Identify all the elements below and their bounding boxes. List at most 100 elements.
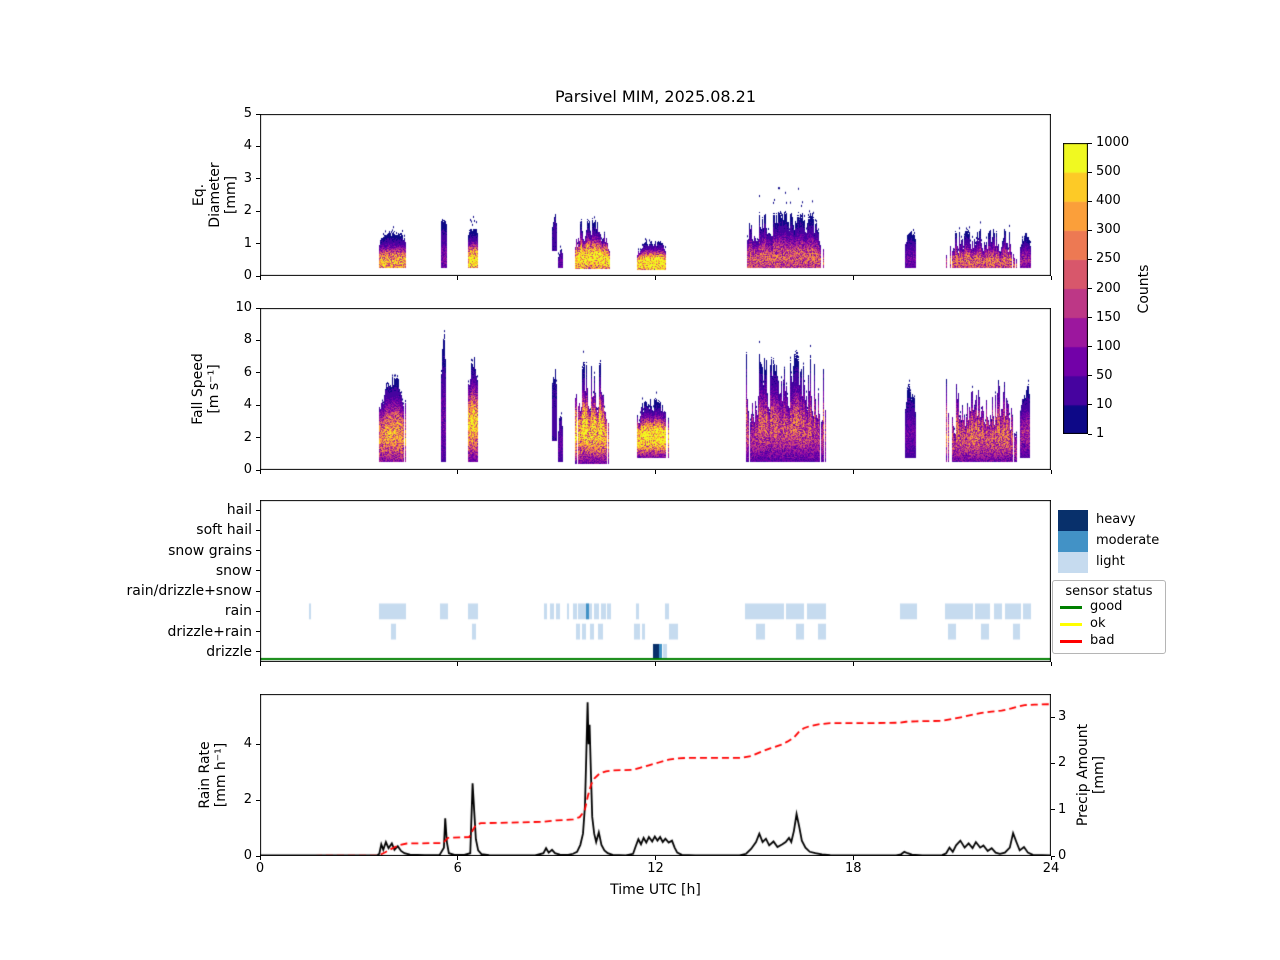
- precip-amount-axis-label: Precip Amount [mm]: [1075, 723, 1107, 827]
- colorbar-tick-mark: [1088, 288, 1092, 289]
- colorbar-tick-mark: [1088, 142, 1092, 144]
- x-tick-label: 0: [255, 861, 265, 876]
- fall-speed-axis-label: Fall Speed [m s⁻¹]: [190, 353, 222, 425]
- x-tick-mark: [457, 856, 459, 860]
- fall-speed-y-tick-label: 4: [243, 397, 252, 413]
- x-tick-mark: [655, 276, 656, 280]
- x-tick-mark: [259, 470, 261, 474]
- intensity-label-heavy: heavy: [1096, 512, 1136, 527]
- rain-rate-y-tick-label: 4: [243, 736, 252, 752]
- colorbar-tick-mark: [1088, 200, 1092, 202]
- fall-speed-y-tick-mark: [256, 339, 260, 341]
- colorbar-tick-label: 300: [1096, 222, 1121, 238]
- colorbar-tick-mark: [1088, 375, 1092, 377]
- eq-diameter-y-tick-label: 0: [243, 268, 252, 283]
- category-label-rain-drizzle-snow: rain/drizzle+snow: [126, 583, 252, 600]
- precip-amount-y-tick-mark: [1051, 855, 1055, 857]
- fall-speed-y-tick-label: 8: [243, 332, 252, 348]
- fall-speed-y-tick-mark: [256, 372, 260, 374]
- x-tick-mark: [457, 470, 459, 474]
- category-label-snow: snow: [215, 562, 252, 579]
- eq-diameter-y-tick-mark: [256, 243, 260, 245]
- eq-diameter-heatmap-panel: [260, 114, 1051, 276]
- x-tick-mark: [457, 276, 459, 280]
- category-tick-mark: [256, 651, 260, 653]
- x-tick-label: 6: [453, 861, 462, 876]
- eq-diameter-y-tick-mark: [256, 178, 260, 180]
- category-label-snow-grains: snow grains: [168, 542, 252, 559]
- colorbar-tick-label: 100: [1096, 338, 1121, 354]
- fall-speed-y-tick-mark: [256, 469, 260, 471]
- x-tick-mark: [1050, 276, 1052, 280]
- category-tick-mark: [256, 610, 260, 612]
- sensor-status-label-bad: bad: [1090, 633, 1115, 648]
- fall-speed-y-tick-mark: [256, 404, 260, 406]
- colorbar-tick-mark: [1088, 404, 1092, 406]
- eq-diameter-y-tick-mark: [256, 210, 260, 212]
- x-tick-mark: [852, 470, 854, 474]
- category-tick-mark: [256, 570, 260, 572]
- x-tick-mark: [457, 662, 459, 666]
- intensity-swatch-light: [1058, 552, 1088, 573]
- colorbar-tick-label: 10: [1096, 396, 1113, 412]
- precip-amount-y-tick-mark: [1051, 716, 1055, 718]
- sensor-status-label-ok: ok: [1090, 616, 1106, 631]
- eq-diameter-y-tick-label: 1: [243, 235, 252, 251]
- colorbar-tick-label: 400: [1096, 193, 1121, 209]
- rain-rate-y-tick-mark: [256, 799, 260, 801]
- x-tick-mark: [259, 856, 261, 860]
- x-tick-mark: [852, 662, 854, 666]
- sensor-status-line-ok: [1060, 623, 1082, 626]
- colorbar-tick-mark: [1088, 317, 1092, 319]
- colorbar-tick-label: 1: [1096, 426, 1105, 441]
- rain-rate-y-tick-label: 2: [243, 792, 252, 808]
- colorbar-tick-mark: [1088, 433, 1092, 435]
- sensor-status-line-bad: [1060, 640, 1082, 643]
- eq-diameter-y-tick-mark: [256, 275, 260, 277]
- precip-amount-y-tick-mark: [1051, 809, 1055, 811]
- eq-diameter-y-tick-label: 3: [243, 170, 252, 186]
- rain-rate-panel: [260, 694, 1051, 856]
- figure-title: Parsivel MIM, 2025.08.21: [554, 87, 757, 106]
- x-tick-mark: [1050, 856, 1052, 860]
- x-axis-label: Time UTC [h]: [610, 882, 701, 898]
- colorbar-tick-label: 200: [1096, 280, 1121, 296]
- category-tick-mark: [256, 529, 260, 531]
- x-tick-label: 18: [844, 861, 862, 876]
- rain-rate-axis-label: Rain Rate [mm h⁻¹]: [197, 741, 229, 809]
- x-tick-mark: [852, 276, 854, 280]
- precip-amount-y-tick-mark: [1051, 762, 1055, 764]
- fall-speed-y-tick-label: 0: [243, 462, 252, 477]
- fall-speed-heatmap-panel: [260, 308, 1051, 470]
- eq-diameter-y-tick-label: 5: [243, 106, 252, 121]
- precip-amount-y-tick-label: 2: [1058, 755, 1067, 771]
- x-tick-mark: [259, 662, 261, 666]
- intensity-label-moderate: moderate: [1096, 533, 1160, 548]
- colorbar-tick-label: 250: [1096, 251, 1121, 267]
- colorbar-tick-label: 50: [1096, 367, 1113, 383]
- category-tick-mark: [256, 509, 260, 511]
- colorbar-tick-label: 150: [1096, 309, 1121, 325]
- category-label-drizzle: drizzle: [206, 643, 252, 660]
- intensity-swatch-moderate: [1058, 531, 1088, 552]
- fall-speed-y-tick-label: 6: [243, 364, 252, 380]
- x-tick-mark: [1050, 662, 1052, 666]
- colorbar-tick-mark: [1088, 346, 1092, 348]
- category-label-rain: rain: [224, 603, 252, 620]
- fall-speed-y-tick-label: 10: [235, 300, 252, 315]
- category-label-hail: hail: [226, 502, 252, 519]
- x-tick-label: 12: [647, 861, 664, 876]
- colorbar-tick-mark: [1088, 229, 1092, 231]
- sensor-status-label-good: good: [1090, 599, 1123, 614]
- rain-rate-y-tick-mark: [256, 743, 260, 745]
- category-tick-mark: [256, 550, 260, 552]
- precip-type-panel: [260, 500, 1051, 662]
- colorbar-tick-mark: [1088, 258, 1092, 260]
- x-tick-mark: [655, 856, 656, 860]
- rain-rate-y-tick-label: 0: [243, 848, 252, 863]
- fall-speed-y-tick-mark: [256, 307, 260, 309]
- eq-diameter-axis-label: Eq. Diameter [mm]: [191, 162, 239, 228]
- x-tick-mark: [259, 276, 261, 280]
- intensity-swatch-heavy: [1058, 510, 1088, 531]
